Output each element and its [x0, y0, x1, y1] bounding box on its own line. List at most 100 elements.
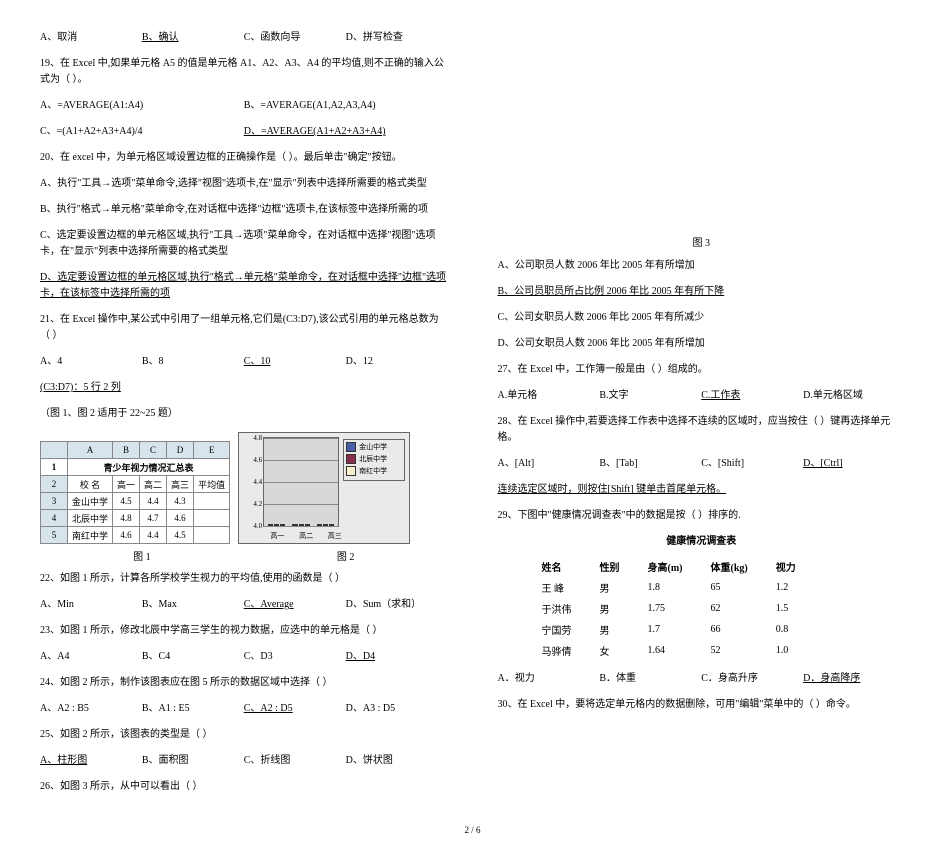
q23-text: 23、如图 1 所示，修改北辰中学高三学生的视力数据，应选中的单元格是（ ）	[40, 623, 448, 639]
cell-d3: 4.3	[167, 493, 194, 510]
cell-d5: 4.5	[167, 527, 194, 544]
q25-opt-a: A、柱形图	[40, 753, 142, 769]
sheet-rownum-4: 4	[41, 510, 68, 527]
q25-opt-d: D、饼状图	[346, 753, 448, 769]
chart-xlabels: 高一 高二 高三	[263, 531, 349, 541]
q19-opt-b: B、=AVERAGE(A1,A2,A3,A4)	[244, 98, 448, 114]
sheet-col-headers: A B C D E	[41, 442, 230, 459]
q21-options: A、4 B、8 C、10 D、12	[40, 354, 448, 370]
q22-opt-c: C、Average	[244, 597, 346, 613]
q19-text: 19、在 Excel 中,如果单元格 A5 的值是单元格 A1、A2、A3、A4…	[40, 56, 448, 88]
cell-a3: 金山中学	[68, 493, 113, 510]
q20-opt-d: D、选定要设置边框的单元格区域,执行"格式→单元格"菜单命令，在对话框中选择"边…	[40, 270, 448, 302]
q29-options: A．视力 B．体重 C．身高升序 D．身高降序	[498, 671, 906, 687]
sheet-title-row: 1 青少年视力情况汇总表	[41, 459, 230, 476]
q21-opt-a: A、4	[40, 354, 142, 370]
sheet-rownum-3: 3	[41, 493, 68, 510]
survey-title: 健康情况调查表	[498, 534, 906, 550]
sheet-col-a: A	[68, 442, 113, 459]
survey-table: 姓名 性别 身高(m) 体重(kg) 视力 王 峰 男 1.8 65 1.2 于…	[528, 556, 810, 661]
cell-c5: 4.4	[140, 527, 167, 544]
q18-opt-a: A、取消	[40, 30, 142, 46]
q27-opt-c: C.工作表	[701, 388, 803, 404]
q23-options: A、A4 B、C4 C、D3 D、D4	[40, 649, 448, 665]
q24-opt-a: A、A2 : B5	[40, 701, 142, 717]
survey-header-row: 姓名 性别 身高(m) 体重(kg) 视力	[528, 556, 810, 577]
q26-opt-d: D、公司女职员人数 2006 年比 2005 年有所增加	[498, 336, 906, 352]
sheet-row-5: 5 南红中学 4.6 4.4 4.5	[41, 527, 230, 544]
q20-text: 20、在 excel 中，为单元格区域设置边框的正确操作是（ ）。最后单击"确定…	[40, 150, 448, 166]
q29-opt-c: C．身高升序	[701, 671, 803, 687]
q24-opt-c: C、A2 : D5	[244, 701, 346, 717]
fig3-caption: 图 3	[498, 236, 906, 252]
q24-opt-d: D、A3 : D5	[346, 701, 448, 717]
survey-row-3: 马骅倩 女 1.64 52 1.0	[528, 640, 810, 661]
q28-opt-c: C、[Shift]	[701, 456, 803, 472]
q21-opt-b: B、8	[142, 354, 244, 370]
q25-options: A、柱形图 B、面积图 C、折线图 D、饼状图	[40, 753, 448, 769]
right-column: 图 3 A、公司职员人数 2006 年比 2005 年有所增加 B、公司员职员所…	[498, 30, 906, 805]
figure-row: A B C D E 1 青少年视力情况汇总表 2 校 名 高一 高二 高三 平均…	[40, 432, 448, 544]
sheet-row-4: 4 北辰中学 4.8 4.7 4.6	[41, 510, 230, 527]
q24-opt-b: B、A1 : E5	[142, 701, 244, 717]
q27-opt-a: A.单元格	[498, 388, 600, 404]
page-number: 2 / 6	[40, 825, 905, 835]
left-column: A、取消 B、确认 C、函数向导 D、拼写检查 19、在 Excel 中,如果单…	[40, 30, 448, 805]
q23-opt-d: D、D4	[346, 649, 448, 665]
q23-opt-c: C、D3	[244, 649, 346, 665]
sheet-header-row: 2 校 名 高一 高二 高三 平均值	[41, 476, 230, 493]
sheet-col-c: C	[140, 442, 167, 459]
cell-c3: 4.4	[140, 493, 167, 510]
q18-options: A、取消 B、确认 C、函数向导 D、拼写检查	[40, 30, 448, 46]
sheet-rownum-5: 5	[41, 527, 68, 544]
q29-opt-a: A．视力	[498, 671, 600, 687]
sheet-rownum-2: 2	[41, 476, 68, 493]
cell-a4: 北辰中学	[68, 510, 113, 527]
q28-text: 28、在 Excel 操作中,若要选择工作表中选择不连续的区域时，应当按住（ ）…	[498, 414, 906, 446]
survey-row-2: 宁国劳 男 1.7 66 0.8	[528, 619, 810, 640]
sheet-rownum-1: 1	[41, 459, 68, 476]
q22-options: A、Min B、Max C、Average D、Sum（求和）	[40, 597, 448, 613]
q19-opt-d: D、=AVERAGE(A1+A2+A3+A4)	[244, 124, 448, 140]
q19-options-row2: C、=(A1+A2+A3+A4)/4 D、=AVERAGE(A1+A2+A3+A…	[40, 124, 448, 140]
xlabel-2: 高三	[320, 531, 349, 541]
sheet-col-e: E	[194, 442, 230, 459]
q28-opt-b: B、[Tab]	[599, 456, 701, 472]
xlabel-0: 高一	[263, 531, 292, 541]
spreadsheet-table: A B C D E 1 青少年视力情况汇总表 2 校 名 高一 高二 高三 平均…	[40, 441, 230, 544]
q25-opt-b: B、面积图	[142, 753, 244, 769]
cell-a5: 南红中学	[68, 527, 113, 544]
q30-text: 30、在 Excel 中，要将选定单元格内的数据删除，可用"编辑"菜单中的（ ）…	[498, 697, 906, 713]
q28-options: A、[Alt] B、[Tab] C、[Shift] D、[Ctrl]	[498, 456, 906, 472]
q21-text: 21、在 Excel 操作中,某公式中引用了一组单元格,它们是(C3:D7),该…	[40, 312, 448, 344]
chart-legend: 金山中学北辰中学南红中学	[343, 439, 405, 481]
cell-e4	[194, 510, 230, 527]
q19-opt-c: C、=(A1+A2+A3+A4)/4	[40, 124, 244, 140]
survey-col-4: 视力	[762, 556, 810, 577]
q20-opt-b: B、执行"格式→单元格"菜单命令,在对话框中选择"边框"选项卡,在该标签中选择所…	[40, 202, 448, 218]
sheet-h2: 高二	[140, 476, 167, 493]
q18-opt-b: B、确认	[142, 30, 244, 46]
q27-opt-d: D.单元格区域	[803, 388, 905, 404]
q20-opt-a: A、执行"工具→选项"菜单命令,选择"视图"选项卡,在"显示"列表中选择所需要的…	[40, 176, 448, 192]
q21-note: (C3:D7)：5 行 2 列	[40, 380, 448, 396]
q20-opt-c: C、选定要设置边框的单元格区域,执行"工具→选项"菜单命令，在对话框中选择"视图…	[40, 228, 448, 260]
cell-b5: 4.6	[113, 527, 140, 544]
q27-opt-b: B.文字	[599, 388, 701, 404]
sheet-col-d: D	[167, 442, 194, 459]
fig2-caption: 图 2	[244, 548, 448, 563]
q26-text: 26、如图 3 所示，从中可以看出（ ）	[40, 779, 448, 795]
survey-col-1: 性别	[586, 556, 634, 577]
bar-chart: 4.04.24.44.64.8 金山中学北辰中学南红中学 高一 高二 高三	[238, 432, 410, 544]
cell-b4: 4.8	[113, 510, 140, 527]
q19-opt-a: A、=AVERAGE(A1:A4)	[40, 98, 244, 114]
survey-col-2: 身高(m)	[634, 556, 697, 577]
q28-opt-a: A、[Alt]	[498, 456, 600, 472]
sheet-h4: 平均值	[194, 476, 230, 493]
q27-options: A.单元格 B.文字 C.工作表 D.单元格区域	[498, 388, 906, 404]
q22-opt-b: B、Max	[142, 597, 244, 613]
q21-opt-d: D、12	[346, 354, 448, 370]
sheet-corner	[41, 442, 68, 459]
q25-opt-c: C、折线图	[244, 753, 346, 769]
q22-text: 22、如图 1 所示，计算各所学校学生视力的平均值,使用的函数是（ ）	[40, 571, 448, 587]
